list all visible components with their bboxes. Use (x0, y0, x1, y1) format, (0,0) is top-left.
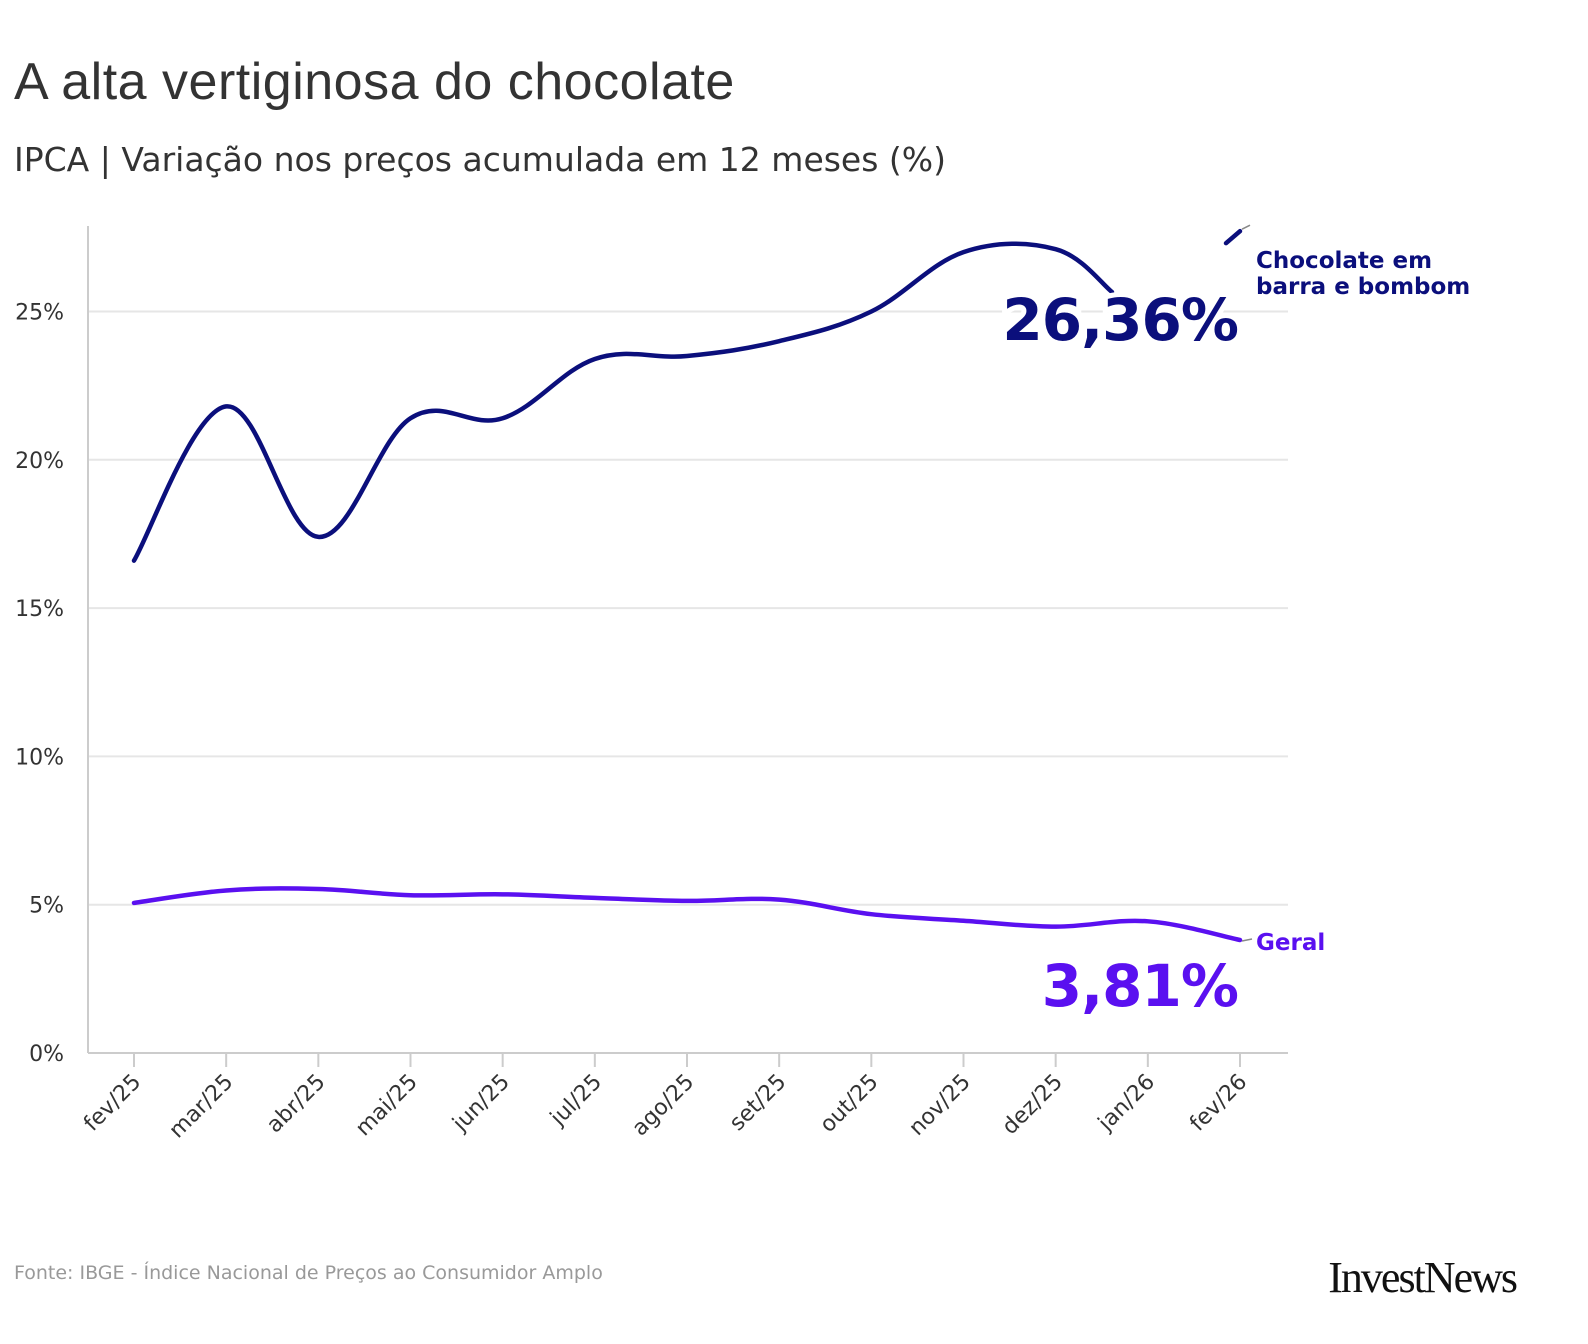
series-line-chocolate (131, 241, 1115, 563)
y-tick-label: 0% (29, 1042, 64, 1067)
series-label-connector (1241, 938, 1253, 942)
series-name-line: Chocolate em (1256, 248, 1432, 274)
x-tick-label: jan/26 (1093, 1070, 1160, 1137)
x-tick-label: fev/25 (79, 1070, 146, 1137)
x-tick-label: ago/25 (628, 1070, 700, 1142)
chart-subtitle: IPCA | Variação nos preços acumulada em … (14, 140, 947, 179)
brand-logo: InvestNews (1328, 1253, 1518, 1302)
x-tick-label: fev/26 (1185, 1070, 1252, 1137)
y-tick-label: 10% (15, 745, 64, 770)
x-tick-label: dez/25 (998, 1070, 1068, 1140)
x-tick-label: mai/25 (351, 1070, 423, 1142)
x-tick-label: out/25 (815, 1070, 883, 1138)
series-name-line: barra e bombom (1256, 274, 1470, 300)
chart-title: A alta vertiginosa do chocolate (14, 53, 735, 111)
x-tick-label: jun/25 (447, 1070, 514, 1137)
x-tick-label: set/25 (725, 1070, 791, 1136)
end-value-geral: 3,81% (1042, 952, 1238, 1020)
series-line-chocolate-end (1223, 228, 1243, 246)
series-label-connector (1241, 224, 1251, 230)
y-tick-label: 20% (15, 449, 64, 474)
y-tick-label: 25% (15, 301, 64, 326)
x-tick-label: mar/25 (165, 1070, 239, 1144)
series-line-geral (131, 886, 1243, 943)
end-value-chocolate: 26,36% (1002, 286, 1238, 354)
y-tick-label: 15% (15, 597, 64, 622)
series-layer (131, 224, 1253, 943)
grid-layer (88, 310, 1288, 906)
y-tick-label: 5% (29, 894, 64, 919)
source-note: Fonte: IBGE - Índice Nacional de Preços … (14, 1262, 603, 1284)
series-name-chocolate: Chocolate em barra e bombom (1256, 248, 1470, 300)
x-tick-label: jul/25 (545, 1070, 607, 1132)
series-name-geral: Geral (1256, 930, 1325, 956)
label-layer: Chocolate em barra e bombom Geral 26,36% 3,8… (997, 248, 1470, 1025)
x-tick-label: abr/25 (262, 1070, 331, 1139)
x-tick-label: nov/25 (904, 1070, 975, 1141)
